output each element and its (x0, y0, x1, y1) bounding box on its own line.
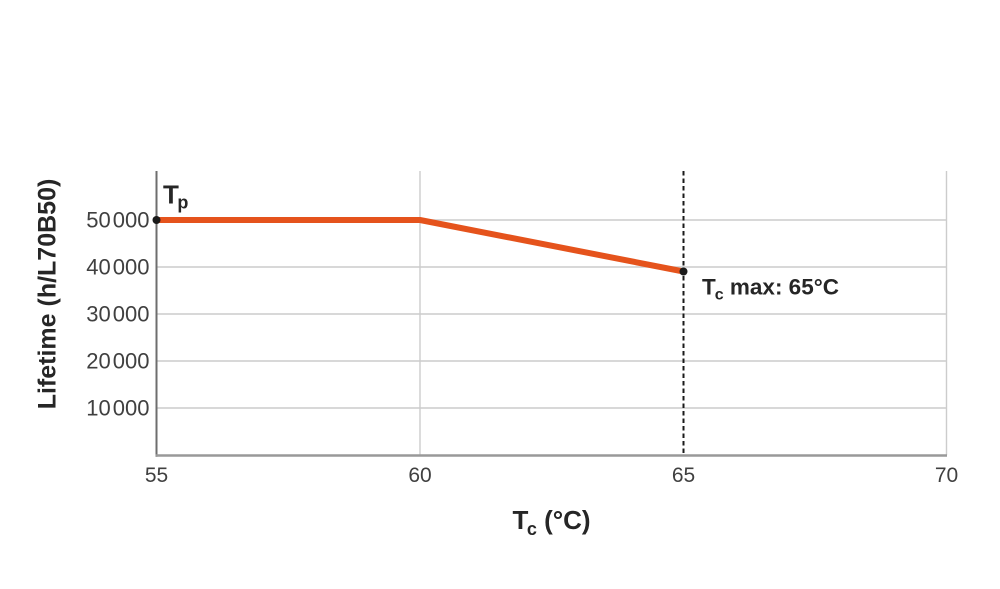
svg-text:Tc (°C): Tc (°C) (512, 505, 590, 539)
svg-text:55: 55 (145, 464, 168, 487)
svg-text:30000: 30000 (86, 302, 149, 327)
svg-text:20000: 20000 (86, 349, 149, 374)
svg-text:Lifetime (h/L70B50): Lifetime (h/L70B50) (34, 179, 62, 410)
svg-text:65: 65 (672, 464, 695, 487)
svg-text:60: 60 (408, 464, 431, 487)
svg-text:50000: 50000 (86, 208, 149, 233)
svg-text:70: 70 (935, 464, 958, 487)
svg-text:Tc max: 65°C: Tc max: 65°C (702, 275, 839, 304)
svg-text:10000: 10000 (86, 396, 149, 421)
svg-text:40000: 40000 (86, 255, 149, 280)
